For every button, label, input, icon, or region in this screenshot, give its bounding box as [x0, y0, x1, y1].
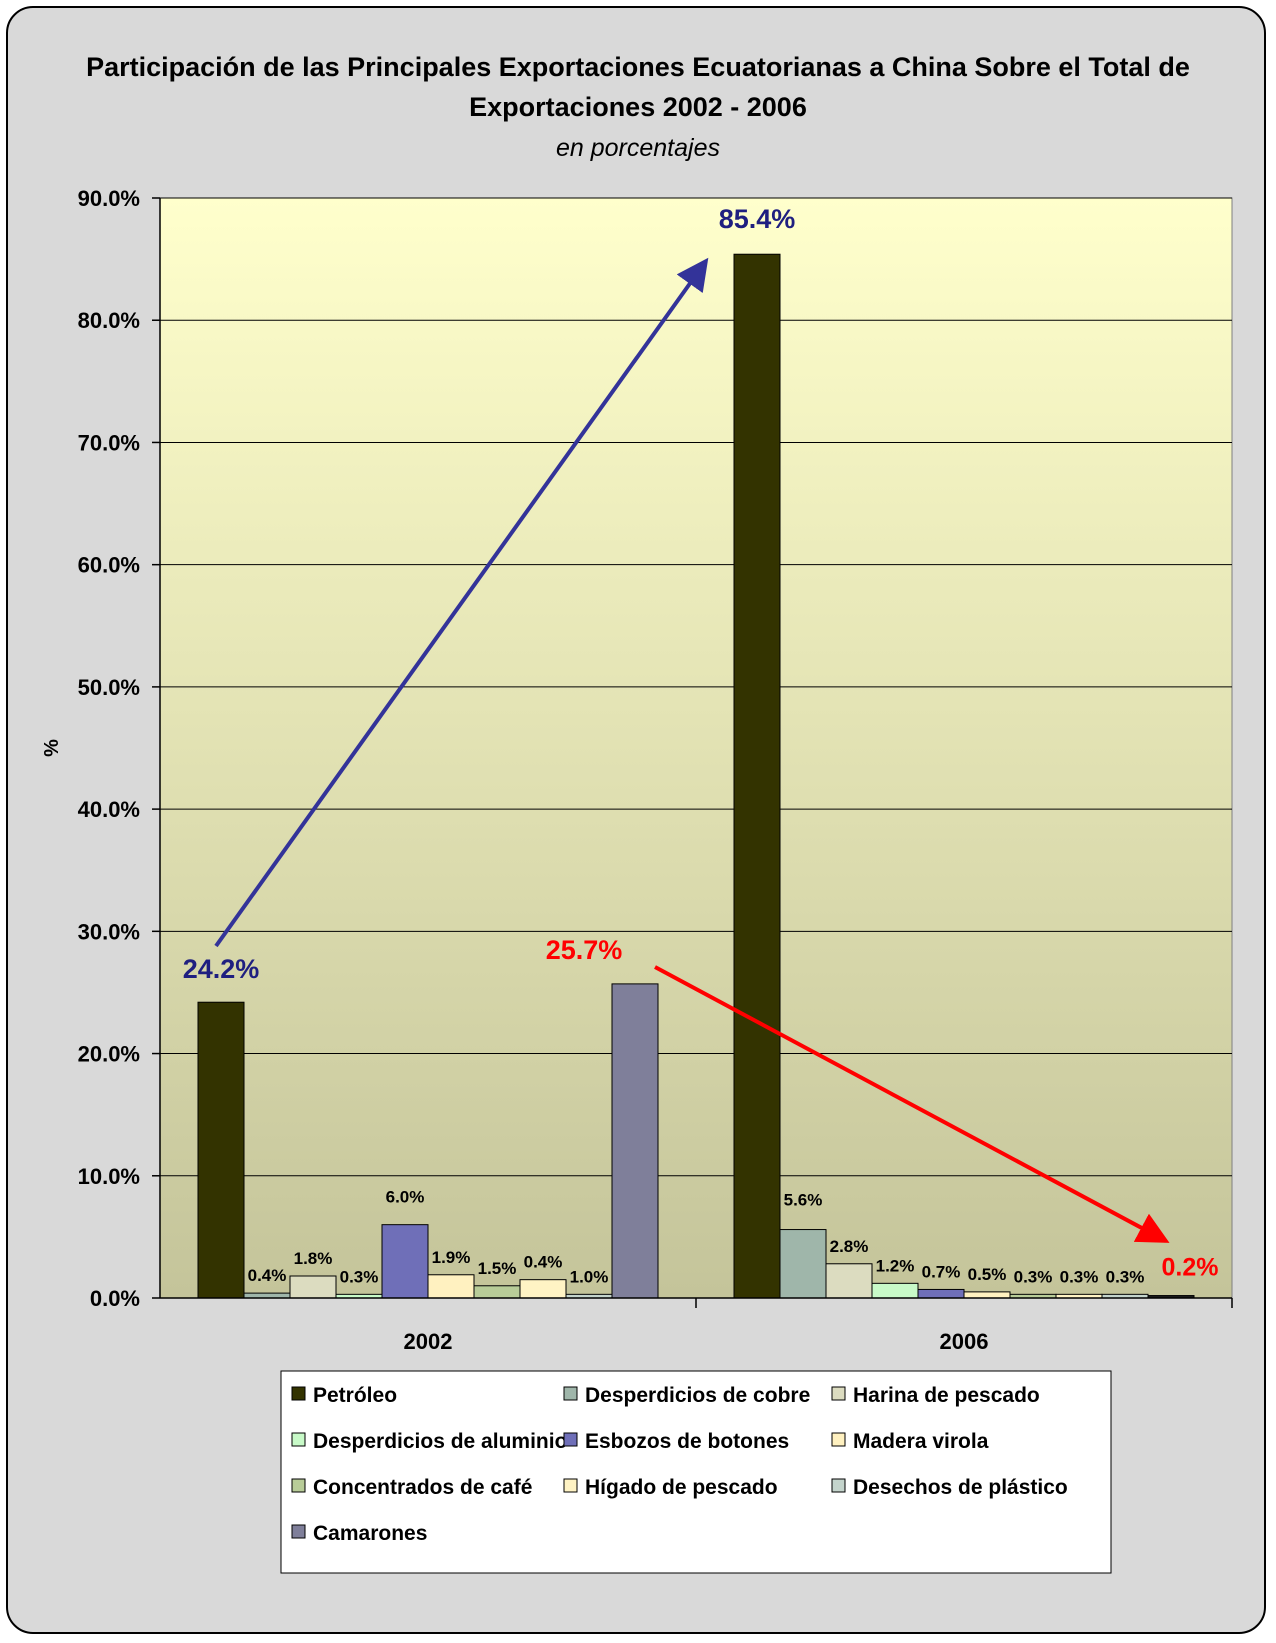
decrease-arrow [654, 965, 1170, 1243]
x-category-label-2006: 2006 [940, 1329, 989, 1354]
bar [289, 1275, 337, 1299]
y-tick-label: 50.0% [78, 675, 140, 700]
bar-label: 0.2% [1162, 1254, 1219, 1282]
plot-area [159, 197, 1233, 1299]
legend-swatch [563, 1386, 578, 1401]
bar-label: 6.0% [386, 1188, 425, 1207]
y-tick-label: 60.0% [78, 553, 140, 578]
y-tick-label: 90.0% [78, 186, 140, 211]
legend-label: Madera virola [853, 1430, 989, 1453]
legend: Petróleo Desperdicios de cobre Harina de p… [280, 1370, 1112, 1574]
chart-subtitle: en porcentajes [556, 134, 720, 162]
bar [197, 1001, 245, 1299]
legend-swatch [831, 1478, 846, 1493]
y-tick-label: 70.0% [78, 430, 140, 455]
increase-arrow [214, 257, 709, 948]
legend-label: Esbozos de botones [585, 1430, 789, 1453]
bar [825, 1263, 873, 1299]
y-axis-title: % [41, 739, 63, 757]
y-tick-label: 10.0% [78, 1164, 140, 1189]
y-tick-label: 20.0% [78, 1042, 140, 1067]
chart: Participación de las Principales Exporta… [6, 6, 1266, 1634]
bar [871, 1282, 919, 1299]
bar-label: 0.5% [968, 1265, 1007, 1284]
bar-labels: 24.2% 0.4% 1.8% 0.3% 6.0% 1.9% 1.5% 0.4% 1.0% 25.… [183, 204, 1219, 1286]
bar [917, 1288, 965, 1299]
legend-label: Camarones [313, 1522, 427, 1545]
y-tick-label: 30.0% [78, 919, 140, 944]
bar-label: 0.3% [1060, 1267, 1099, 1286]
gridlines [160, 197, 1232, 1177]
legend-label: Desperdicios de aluminio [313, 1430, 567, 1453]
legend-swatch [291, 1478, 306, 1493]
bar [473, 1285, 521, 1299]
y-tick-label: 0.0% [90, 1286, 140, 1311]
bar-label: 1.8% [294, 1249, 333, 1268]
bar [519, 1279, 567, 1299]
legend-label: Concentrados de café [313, 1476, 532, 1499]
bar-label: 1.5% [478, 1259, 517, 1278]
bar-label: 0.3% [340, 1267, 379, 1286]
bar-label: 0.3% [1014, 1267, 1053, 1286]
bar [733, 253, 781, 1299]
bar [779, 1229, 827, 1299]
bar-label: 0.4% [524, 1253, 563, 1272]
legend-swatch [831, 1432, 846, 1447]
legend-label: Petróleo [313, 1384, 397, 1407]
legend-label: Harina de pescado [853, 1384, 1040, 1407]
bar-label: 0.3% [1106, 1267, 1145, 1286]
y-tick-label: 80.0% [78, 308, 140, 333]
legend-swatch [291, 1432, 306, 1447]
legend-swatch [291, 1386, 306, 1401]
legend-swatch [563, 1432, 578, 1447]
legend-label: Hígado de pescado [585, 1476, 778, 1499]
legend-swatch [563, 1478, 578, 1493]
y-tick-label: 40.0% [78, 797, 140, 822]
bar [381, 1224, 429, 1299]
bar [611, 983, 659, 1299]
bar-label: 5.6% [784, 1191, 823, 1210]
legend-box [280, 1370, 1112, 1574]
bar-label: 85.4% [719, 204, 796, 234]
bar [963, 1291, 1011, 1299]
legend-swatch [831, 1386, 846, 1401]
legend-label: Desperdicios de cobre [585, 1384, 810, 1407]
bar-label: 2.8% [830, 1237, 869, 1256]
bar-label: 24.2% [183, 954, 260, 984]
bar-label: 0.7% [922, 1262, 961, 1281]
x-category-label-2002: 2002 [404, 1329, 453, 1354]
bar-label: 25.7% [546, 935, 623, 965]
bar-label: 1.9% [432, 1248, 471, 1267]
bar-label: 0.4% [248, 1266, 287, 1285]
bar [427, 1274, 475, 1299]
legend-swatch [291, 1524, 306, 1539]
y-axis-ticks: 0.0% 10.0% 20.0% 30.0% 40.0% 50.0% 60.0% 70.0% 8… [78, 186, 160, 1311]
chart-frame: Participación de las Principales Exporta… [6, 6, 1268, 1636]
bar-label: 1.2% [876, 1256, 915, 1275]
legend-label: Desechos de plástico [853, 1476, 1068, 1499]
bars [197, 253, 1195, 1299]
bar-label: 1.0% [570, 1267, 609, 1286]
chart-title-line-2: Exportaciones 2002 - 2006 [469, 92, 807, 122]
chart-title-line-1: Participación de las Principales Exporta… [86, 52, 1190, 82]
